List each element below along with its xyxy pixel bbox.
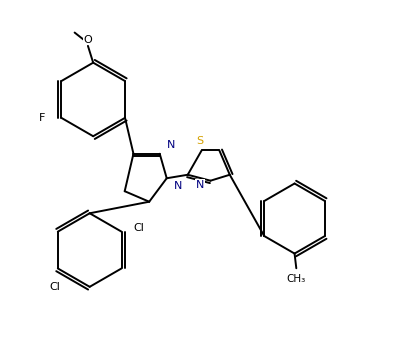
Text: S: S <box>197 137 204 146</box>
Text: N: N <box>196 180 204 190</box>
Text: Cl: Cl <box>134 223 144 233</box>
Text: O: O <box>83 35 92 44</box>
Text: Cl: Cl <box>49 282 60 292</box>
Text: F: F <box>39 113 46 123</box>
Text: N: N <box>167 140 175 150</box>
Text: CH₃: CH₃ <box>287 274 306 284</box>
Text: N: N <box>174 181 182 191</box>
